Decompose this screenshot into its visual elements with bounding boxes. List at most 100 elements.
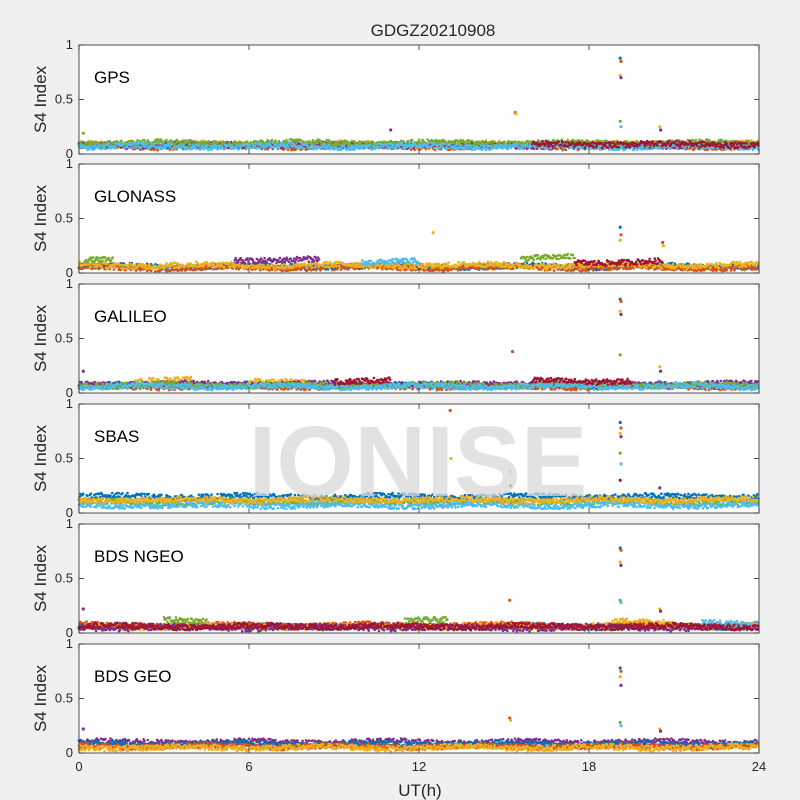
data-point bbox=[721, 139, 724, 142]
data-point bbox=[330, 141, 333, 144]
data-point bbox=[650, 147, 654, 151]
data-point bbox=[371, 141, 375, 145]
data-point bbox=[659, 147, 662, 150]
data-point bbox=[413, 148, 417, 152]
data-point bbox=[437, 143, 440, 146]
data-point bbox=[564, 148, 568, 152]
data-point bbox=[104, 147, 107, 151]
data-point bbox=[325, 147, 329, 150]
data-point bbox=[615, 145, 618, 149]
data-point bbox=[541, 139, 544, 143]
data-point bbox=[413, 142, 417, 145]
data-point bbox=[286, 146, 290, 150]
data-point bbox=[605, 141, 608, 145]
data-point bbox=[149, 141, 153, 145]
data-point bbox=[441, 146, 445, 149]
data-point bbox=[161, 142, 164, 145]
data-point bbox=[624, 145, 628, 149]
data-point bbox=[557, 140, 560, 143]
data-point bbox=[443, 142, 446, 146]
data-point bbox=[561, 141, 565, 144]
data-point bbox=[184, 142, 188, 145]
data-point bbox=[165, 138, 168, 142]
data-point bbox=[651, 140, 655, 143]
data-point bbox=[644, 144, 647, 148]
data-point bbox=[694, 138, 698, 142]
data-point bbox=[459, 144, 462, 148]
data-point bbox=[146, 139, 150, 142]
data-point bbox=[565, 141, 568, 144]
data-point bbox=[300, 146, 304, 150]
data-point bbox=[552, 144, 555, 148]
data-point bbox=[379, 146, 383, 149]
data-point bbox=[263, 146, 266, 150]
data-point bbox=[590, 141, 594, 144]
data-point bbox=[566, 138, 569, 142]
data-point bbox=[370, 148, 374, 151]
data-point bbox=[361, 147, 365, 150]
data-point bbox=[308, 147, 312, 150]
data-point bbox=[305, 142, 309, 145]
data-point bbox=[484, 148, 488, 152]
data-point bbox=[152, 142, 156, 145]
data-point bbox=[368, 143, 372, 147]
data-point bbox=[540, 145, 544, 149]
data-point bbox=[667, 139, 671, 142]
data-point bbox=[132, 146, 135, 149]
data-point bbox=[359, 140, 363, 144]
data-point bbox=[369, 141, 372, 145]
data-point bbox=[747, 139, 751, 143]
data-point bbox=[310, 143, 314, 147]
data-point bbox=[516, 143, 519, 146]
data-point bbox=[406, 139, 410, 143]
data-point bbox=[188, 143, 191, 146]
data-point bbox=[270, 138, 274, 142]
data-point bbox=[398, 146, 401, 150]
data-point bbox=[190, 139, 194, 143]
data-point bbox=[534, 146, 537, 149]
data-point bbox=[382, 140, 386, 143]
data-point bbox=[322, 143, 326, 146]
data-point bbox=[106, 142, 110, 146]
data-point bbox=[676, 146, 679, 150]
data-point bbox=[197, 144, 201, 148]
data-point bbox=[195, 146, 198, 150]
data-point bbox=[583, 146, 587, 149]
data-point bbox=[272, 145, 276, 149]
data-point bbox=[500, 143, 503, 146]
data-point bbox=[181, 139, 184, 142]
data-point bbox=[392, 143, 395, 147]
plot-area bbox=[79, 45, 759, 154]
data-point bbox=[624, 147, 627, 151]
data-point bbox=[134, 146, 138, 149]
data-point bbox=[479, 144, 483, 147]
data-point bbox=[600, 146, 604, 150]
data-point bbox=[207, 140, 211, 143]
data-point bbox=[742, 148, 745, 151]
data-point bbox=[120, 139, 123, 142]
data-point bbox=[216, 148, 219, 151]
data-point bbox=[678, 140, 681, 144]
data-point bbox=[660, 140, 663, 144]
data-point bbox=[410, 138, 414, 142]
data-point bbox=[502, 140, 506, 144]
data-point bbox=[303, 147, 306, 150]
data-point bbox=[122, 142, 126, 145]
data-point bbox=[139, 145, 143, 149]
data-point bbox=[632, 148, 636, 152]
data-point bbox=[617, 146, 621, 149]
data-point bbox=[606, 146, 610, 150]
data-point bbox=[508, 140, 512, 144]
data-point bbox=[374, 143, 377, 146]
data-point bbox=[417, 138, 421, 142]
data-point bbox=[550, 141, 554, 145]
data-point bbox=[138, 141, 141, 145]
data-point bbox=[611, 141, 615, 144]
data-point bbox=[489, 144, 492, 148]
data-point bbox=[286, 143, 289, 147]
data-point bbox=[136, 139, 139, 142]
data-point bbox=[427, 141, 430, 145]
data-point bbox=[490, 140, 494, 143]
data-point bbox=[444, 139, 447, 143]
